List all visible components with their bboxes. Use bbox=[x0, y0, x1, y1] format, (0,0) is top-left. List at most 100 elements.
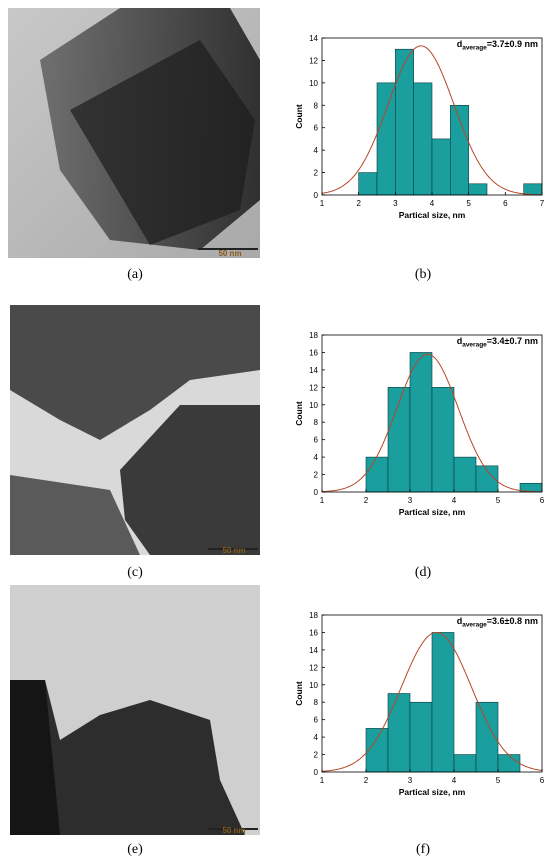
plot-frame bbox=[321, 614, 543, 773]
y-tick-label: 6 bbox=[314, 716, 319, 725]
y-tick-label: 4 bbox=[314, 733, 319, 742]
y-tick-label: 10 bbox=[309, 79, 318, 88]
y-tick-label: 2 bbox=[314, 169, 319, 178]
bar bbox=[395, 48, 414, 196]
y-tick-label: 2 bbox=[314, 471, 319, 480]
annotation: daverage=3.6±0.8 nm bbox=[457, 616, 538, 629]
caption: (a) bbox=[127, 267, 143, 282]
y-tick-label: 14 bbox=[309, 366, 318, 375]
bar bbox=[365, 456, 389, 493]
bar bbox=[497, 754, 521, 773]
x-tick-label: 6 bbox=[503, 199, 508, 208]
y-axis-label: Count bbox=[294, 401, 304, 426]
tem-image-e bbox=[10, 585, 260, 835]
caption: (b) bbox=[415, 267, 432, 282]
fit-curve bbox=[321, 45, 543, 196]
bar bbox=[365, 728, 389, 773]
x-tick-label: 5 bbox=[496, 496, 501, 505]
annotation-symbol: d bbox=[457, 616, 463, 626]
x-tick-label: 1 bbox=[320, 776, 325, 785]
x-tick-label: 6 bbox=[540, 496, 545, 505]
x-tick-label: 4 bbox=[452, 776, 457, 785]
y-tick-label: 4 bbox=[314, 453, 319, 462]
y-axis-label: Count bbox=[294, 681, 304, 706]
fit-curve bbox=[321, 631, 543, 772]
y-tick-label: 0 bbox=[314, 191, 319, 200]
x-tick-label: 5 bbox=[466, 199, 471, 208]
y-tick-label: 8 bbox=[314, 418, 319, 427]
x-tick-label: 3 bbox=[408, 776, 413, 785]
plot-frame bbox=[321, 334, 543, 493]
y-tick-label: 14 bbox=[309, 646, 318, 655]
annotation-subscript: average bbox=[462, 45, 487, 52]
x-tick-label: 3 bbox=[393, 199, 398, 208]
fit-curve bbox=[321, 353, 543, 493]
scale-bar-label: 50 nm bbox=[222, 826, 245, 835]
annotation-subscript: average bbox=[462, 342, 487, 349]
bar bbox=[358, 172, 378, 196]
bar bbox=[376, 82, 396, 196]
x-tick-label: 3 bbox=[408, 496, 413, 505]
x-tick-label: 1 bbox=[320, 496, 325, 505]
annotation-text: =3.7±0.9 nm bbox=[487, 39, 538, 49]
y-tick-label: 18 bbox=[309, 611, 318, 620]
bar bbox=[409, 701, 433, 773]
caption: (f) bbox=[416, 842, 430, 857]
y-axis-label: Count bbox=[294, 104, 304, 129]
y-tick-label: 10 bbox=[309, 401, 318, 410]
x-axis-label: Partical size, nm bbox=[399, 787, 466, 797]
caption: (d) bbox=[415, 565, 432, 580]
y-tick-label: 14 bbox=[309, 34, 318, 43]
y-tick-label: 16 bbox=[309, 628, 318, 637]
scale-bar-label: 50 nm bbox=[218, 249, 241, 258]
y-tick-label: 2 bbox=[314, 751, 319, 760]
x-axis-label: Partical size, nm bbox=[399, 507, 466, 517]
x-tick-label: 2 bbox=[356, 199, 361, 208]
y-tick-label: 16 bbox=[309, 348, 318, 357]
y-tick-label: 18 bbox=[309, 331, 318, 340]
bar bbox=[453, 754, 477, 773]
annotation: daverage=3.7±0.9 nm bbox=[457, 39, 538, 52]
y-tick-label: 6 bbox=[314, 436, 319, 445]
y-tick-label: 12 bbox=[309, 56, 318, 65]
annotation-subscript: average bbox=[462, 622, 487, 629]
tem-image-c bbox=[10, 305, 260, 555]
bar bbox=[523, 183, 543, 196]
bar bbox=[431, 387, 455, 493]
x-tick-label: 4 bbox=[430, 199, 435, 208]
y-tick-label: 6 bbox=[314, 124, 319, 133]
bar bbox=[468, 183, 488, 196]
x-axis-label: Partical size, nm bbox=[399, 210, 466, 220]
annotation-symbol: d bbox=[457, 39, 463, 49]
annotation-text: =3.6±0.8 nm bbox=[487, 616, 538, 626]
annotation-symbol: d bbox=[457, 336, 463, 346]
caption: (c) bbox=[127, 565, 143, 580]
bar bbox=[387, 693, 411, 773]
tem-image-a bbox=[8, 8, 260, 258]
x-tick-label: 7 bbox=[540, 199, 545, 208]
annotation: daverage=3.4±0.7 nm bbox=[457, 336, 538, 349]
y-tick-label: 4 bbox=[314, 146, 319, 155]
annotation-text: =3.4±0.7 nm bbox=[487, 336, 538, 346]
caption: (e) bbox=[127, 842, 143, 857]
bar bbox=[431, 632, 455, 773]
x-tick-label: 4 bbox=[452, 496, 457, 505]
y-tick-label: 10 bbox=[309, 681, 318, 690]
x-tick-label: 1 bbox=[320, 199, 325, 208]
x-tick-label: 5 bbox=[496, 776, 501, 785]
y-tick-label: 0 bbox=[314, 488, 319, 497]
bar bbox=[453, 456, 477, 493]
y-tick-label: 8 bbox=[314, 101, 319, 110]
y-tick-label: 12 bbox=[309, 383, 318, 392]
y-tick-label: 12 bbox=[309, 663, 318, 672]
x-tick-label: 2 bbox=[364, 776, 369, 785]
bar bbox=[431, 138, 451, 196]
y-tick-label: 8 bbox=[314, 698, 319, 707]
scale-bar-label: 50 nm bbox=[222, 546, 245, 555]
y-tick-label: 0 bbox=[314, 768, 319, 777]
bar bbox=[409, 352, 433, 493]
